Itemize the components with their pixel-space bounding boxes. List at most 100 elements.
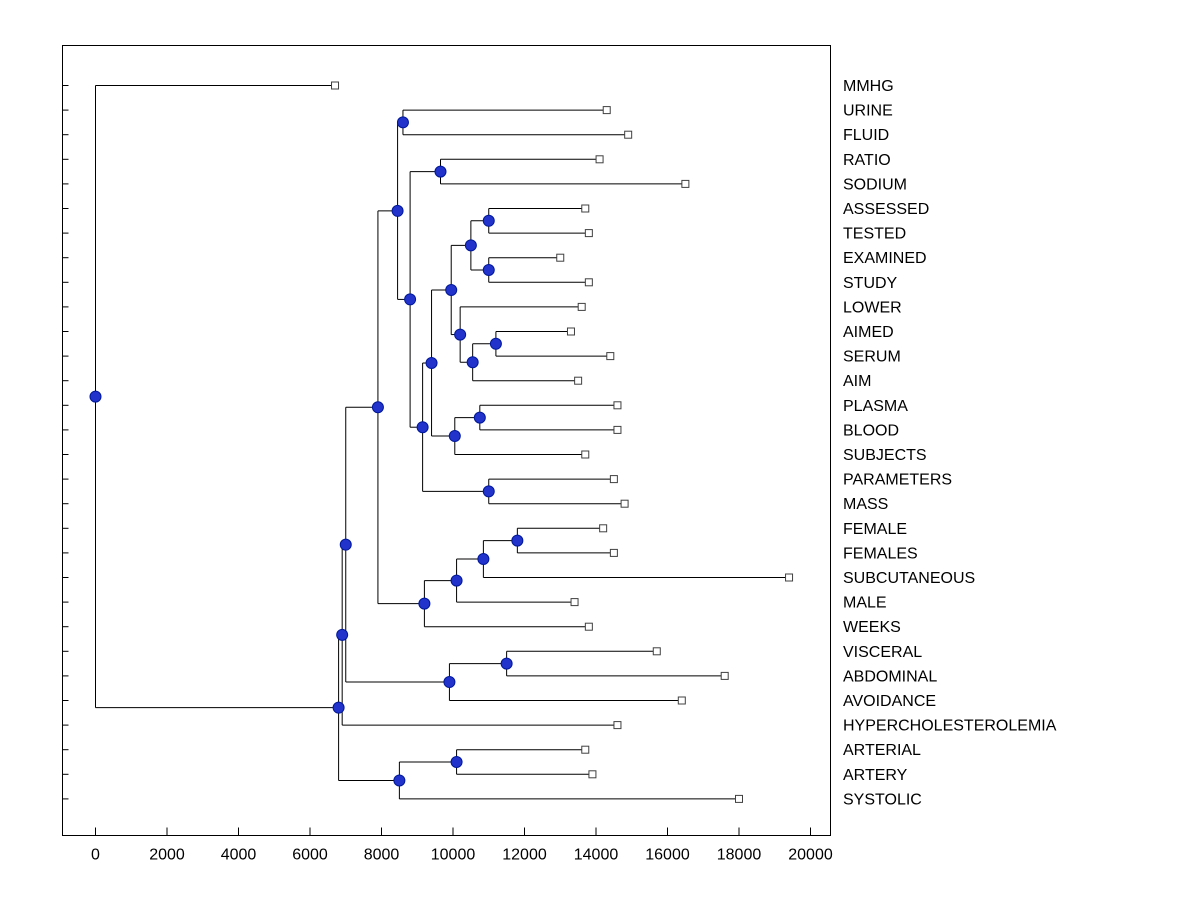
leaf-marker	[581, 450, 590, 459]
cluster-node-marker	[482, 214, 495, 227]
plot-area-border	[62, 45, 831, 836]
leaf-marker	[599, 524, 608, 533]
cluster-node-marker	[482, 264, 495, 276]
cluster-node-marker	[416, 421, 429, 434]
leaf-label: VISCERAL	[843, 644, 922, 661]
leaf-label: ARTERY	[843, 767, 908, 784]
leaf-marker	[735, 794, 743, 803]
leaf-marker	[331, 81, 340, 90]
leaf-label: PARAMETERS	[843, 472, 952, 489]
leaf-marker	[681, 179, 690, 188]
x-axis-tick-label: 16000	[645, 847, 690, 864]
cluster-node-marker	[454, 328, 467, 341]
cluster-node-marker	[445, 283, 458, 296]
leaf-label: SUBJECTS	[843, 447, 927, 464]
leaf-label: AIMED	[843, 324, 894, 341]
cluster-node-marker	[482, 485, 495, 498]
leaf-label: FEMALE	[843, 521, 907, 538]
leaf-marker	[584, 278, 593, 287]
leaf-marker	[595, 155, 604, 164]
leaf-marker	[584, 622, 593, 631]
cluster-node-marker	[464, 239, 477, 252]
cluster-node-marker	[339, 538, 352, 551]
leaf-label: SODIUM	[843, 176, 907, 193]
cluster-node-marker	[511, 534, 524, 547]
leaf-label: SUBCUTANEOUS	[843, 570, 975, 587]
leaf-marker	[574, 376, 583, 385]
leaf-label: ASSESSED	[843, 201, 929, 218]
cluster-node-marker	[371, 401, 384, 414]
x-axis-tick-label: 20000	[788, 847, 833, 864]
leaf-marker	[677, 696, 686, 705]
leaf-marker	[720, 671, 729, 680]
leaf-marker	[624, 130, 633, 139]
leaf-label: MASS	[843, 496, 888, 513]
cluster-node-marker	[477, 553, 490, 566]
leaf-marker	[620, 499, 629, 508]
leaf-label: RATIO	[843, 152, 891, 169]
cluster-node-marker	[332, 701, 345, 714]
leaf-marker	[652, 647, 661, 656]
cluster-node-marker	[473, 411, 486, 424]
cluster-node-marker	[396, 116, 409, 129]
leaf-label: PLASMA	[843, 398, 908, 415]
cluster-node-marker	[336, 628, 349, 641]
cluster-node-marker	[450, 574, 463, 587]
leaf-label: FEMALES	[843, 545, 918, 562]
leaf-marker	[613, 401, 622, 410]
leaf-marker	[609, 548, 618, 557]
leaf-label: AVOIDANCE	[843, 693, 936, 710]
leaf-label: URINE	[843, 103, 893, 120]
leaf-marker	[556, 253, 565, 262]
x-axis-tick-label: 4000	[221, 847, 257, 864]
cluster-node-marker	[434, 165, 447, 178]
leaf-label: AIM	[843, 373, 871, 390]
leaf-label: HYPERCHOLESTEROLEMIA	[843, 718, 1057, 735]
x-axis-tick-label: 6000	[292, 847, 328, 864]
leaf-label: BLOOD	[843, 422, 899, 439]
leaf-label: MMHG	[843, 78, 894, 95]
leaf-label: STUDY	[843, 275, 898, 292]
cluster-node-marker	[489, 337, 502, 350]
leaf-marker	[602, 106, 611, 115]
leaf-label: LOWER	[843, 299, 902, 316]
x-axis-tick-label: 14000	[574, 847, 619, 864]
leaf-label: EXAMINED	[843, 250, 927, 267]
cluster-node-marker	[425, 357, 438, 370]
cluster-node-marker	[450, 756, 463, 768]
cluster-node-marker	[89, 390, 102, 403]
leaf-marker	[570, 598, 579, 607]
leaf-label: WEEKS	[843, 619, 901, 636]
leaf-label: SERUM	[843, 349, 901, 366]
leaf-marker	[588, 770, 597, 779]
x-axis-tick-label: 8000	[364, 847, 400, 864]
x-axis-tick-label: 12000	[502, 847, 547, 864]
x-axis-tick-label: 18000	[717, 847, 762, 864]
leaf-marker	[577, 302, 586, 311]
leaf-marker	[581, 745, 590, 754]
leaf-marker	[584, 229, 593, 238]
cluster-node-marker	[466, 356, 479, 369]
leaf-marker	[581, 204, 590, 213]
leaf-marker	[609, 475, 618, 484]
leaf-label: ARTERIAL	[843, 742, 921, 759]
x-axis-tick-label: 10000	[431, 847, 476, 864]
leaf-marker	[785, 573, 794, 582]
cluster-node-marker	[391, 204, 404, 217]
leaf-label: MALE	[843, 595, 887, 612]
leaf-label: FLUID	[843, 127, 889, 144]
cluster-node-marker	[443, 676, 456, 689]
x-axis-tick-label: 2000	[149, 847, 185, 864]
leaf-marker	[613, 425, 622, 434]
cluster-node-marker	[500, 657, 513, 670]
cluster-node-marker	[404, 293, 417, 306]
leaf-marker	[613, 721, 622, 730]
leaf-label: TESTED	[843, 226, 906, 243]
leaf-marker	[606, 352, 615, 361]
leaf-label: SYSTOLIC	[843, 791, 922, 808]
cluster-node-marker	[418, 597, 431, 610]
x-axis-tick-label: 0	[91, 847, 100, 864]
leaf-label: ABDOMINAL	[843, 668, 937, 685]
